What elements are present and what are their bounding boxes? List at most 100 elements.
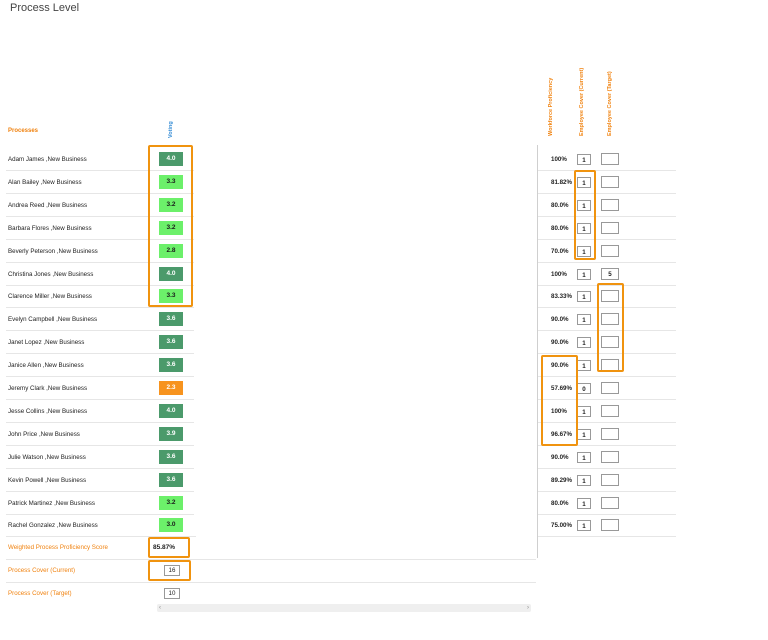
voting-score-badge: 4.0 <box>159 403 183 418</box>
table-row: Rachel Gonzalez ,New Business 3.0 75.00% 1 <box>0 514 768 538</box>
employee-cover-target-field[interactable] <box>601 290 619 303</box>
employee-cover-current-field[interactable]: 1 <box>577 497 591 509</box>
row-divider-right <box>538 467 676 469</box>
workforce-proficiency-value: 90.0% <box>551 316 569 324</box>
right-table-divider <box>537 145 538 558</box>
employee-cover-target-field[interactable] <box>601 198 619 211</box>
process-label: Kevin Powell ,New Business <box>8 476 87 484</box>
voting-score-badge: 3.6 <box>159 449 183 464</box>
process-label: Janice Allen ,New Business <box>8 362 84 370</box>
employee-cover-target-field[interactable] <box>601 519 619 532</box>
employee-cover-current-field[interactable]: 1 <box>577 268 591 280</box>
employee-cover-target-field[interactable] <box>601 450 619 463</box>
process-label: John Price ,New Business <box>8 430 80 438</box>
row-divider-right <box>538 307 676 309</box>
row-divider-right <box>538 444 676 446</box>
scroll-left-icon[interactable]: ‹ <box>159 605 161 611</box>
employee-cover-target-field[interactable] <box>601 473 619 486</box>
table-row: Jesse Collins ,New Business 4.0 100% 1 <box>0 400 768 423</box>
workforce-proficiency-value: 96.67% <box>551 430 572 438</box>
process-cover-target-field[interactable]: 10 <box>164 588 180 599</box>
process-label: Jeremy Clark ,New Business <box>8 385 88 392</box>
row-divider <box>6 192 194 194</box>
employee-cover-current-field[interactable]: 1 <box>577 176 591 188</box>
row-divider-right <box>538 399 676 400</box>
weighted-score-value: 85.87% <box>153 544 176 551</box>
voting-score-badge: 3.3 <box>159 174 183 189</box>
row-divider-right <box>538 376 676 378</box>
row-divider <box>6 307 194 309</box>
employee-cover-target-field[interactable] <box>601 427 619 440</box>
table-row: John Price ,New Business 3.9 96.67% 1 <box>0 423 768 446</box>
row-divider <box>6 399 194 400</box>
process-cover-target-label: Process Cover (Target) <box>8 590 72 597</box>
process-label: Patrick Martinez ,New Business <box>8 499 95 507</box>
row-divider <box>6 170 194 171</box>
employee-cover-current-field[interactable]: 1 <box>577 520 591 532</box>
process-label: Clarence Miller ,New Business <box>8 293 92 301</box>
process-label: Beverly Peterson ,New Business <box>8 247 98 255</box>
process-label: Evelyn Campbell ,New Business <box>8 316 98 324</box>
workforce-proficiency-value: 80.0% <box>551 201 569 209</box>
horizontal-scrollbar[interactable]: ‹ › <box>157 604 531 612</box>
voting-score-badge: 3.3 <box>159 289 183 304</box>
employee-cover-current-field[interactable]: 1 <box>577 245 591 257</box>
row-divider <box>6 467 194 469</box>
row-divider-right <box>538 421 676 423</box>
employee-cover-target-field[interactable] <box>601 496 619 509</box>
process-label: Barbara Flores ,New Business <box>8 224 92 232</box>
workforce-proficiency-value: 70.0% <box>551 247 569 255</box>
table-row: Barbara Flores ,New Business 3.2 80.0% 1 <box>0 217 768 240</box>
workforce-proficiency-value: 100% <box>551 156 567 163</box>
workforce-proficiency-value: 90.0% <box>551 362 569 370</box>
footer-divider-2 <box>6 559 536 560</box>
workforce-proficiency-value: 100% <box>551 407 567 415</box>
row-divider <box>6 215 194 217</box>
scroll-right-icon[interactable]: › <box>527 605 529 611</box>
voting-score-badge: 3.6 <box>159 472 183 487</box>
table-row: Jeremy Clark ,New Business 2.3 57.69% 0 <box>0 377 768 400</box>
employee-cover-current-field[interactable]: 1 <box>577 314 591 326</box>
voting-score-badge: 3.2 <box>159 220 183 235</box>
employee-cover-current-field[interactable]: 1 <box>577 405 591 417</box>
process-cover-current-field[interactable]: 16 <box>164 565 180 576</box>
weighted-score-label: Weighted Process Proficiency Score <box>8 544 108 551</box>
table-row: Evelyn Campbell ,New Business 3.6 90.0% 1 <box>0 308 768 332</box>
employee-cover-current-field[interactable]: 1 <box>577 154 591 165</box>
employee-cover-current-field[interactable]: 1 <box>577 474 591 486</box>
employee-cover-current-field[interactable]: 1 <box>577 291 591 303</box>
employee-cover-target-field[interactable] <box>601 382 619 394</box>
employee-cover-current-field[interactable]: 1 <box>577 222 591 234</box>
table-row: Janice Allen ,New Business 3.6 90.0% 1 <box>0 354 768 378</box>
workforce-proficiency-value: 80.0% <box>551 499 569 507</box>
employee-cover-current-field[interactable]: 1 <box>577 199 591 211</box>
employee-cover-target-field[interactable] <box>601 359 619 372</box>
voting-score-badge: 3.2 <box>159 197 183 212</box>
employee-cover-current-field[interactable]: 1 <box>577 428 591 440</box>
voting-score-badge: 3.0 <box>159 518 183 533</box>
table-row: Kevin Powell ,New Business 3.6 89.29% 1 <box>0 469 768 492</box>
employee-cover-current-field[interactable]: 1 <box>577 360 591 372</box>
employee-cover-target-field[interactable]: 5 <box>601 267 619 280</box>
voting-score-badge: 4.0 <box>159 152 183 166</box>
table-row: Alan Bailey ,New Business 3.3 81.82% 1 <box>0 171 768 194</box>
employee-cover-target-field[interactable] <box>601 221 619 234</box>
workforce-proficiency-value: 75.00% <box>551 522 572 530</box>
header-employee-cover-target: Employee Cover (Target) <box>607 71 613 136</box>
employee-cover-current-field[interactable]: 0 <box>577 383 591 394</box>
header-processes: Processes <box>8 128 39 134</box>
header-workforce-proficiency: Workforce Proficiency <box>548 77 554 136</box>
employee-cover-target-field[interactable] <box>601 336 619 349</box>
employee-cover-current-field[interactable]: 1 <box>577 451 591 463</box>
table-row: Clarence Miller ,New Business 3.3 83.33% 1 <box>0 285 768 309</box>
voting-score-badge: 3.9 <box>159 426 183 441</box>
row-divider <box>6 513 194 515</box>
employee-cover-current-field[interactable]: 1 <box>577 337 591 349</box>
employee-cover-target-field[interactable] <box>601 313 619 326</box>
employee-cover-target-field[interactable] <box>601 175 619 188</box>
voting-score-badge: 3.6 <box>159 312 183 327</box>
employee-cover-target-field[interactable] <box>601 244 619 257</box>
employee-cover-target-field[interactable] <box>601 404 619 417</box>
process-cover-current-label: Process Cover (Current) <box>8 567 76 574</box>
employee-cover-target-field[interactable] <box>601 153 619 165</box>
